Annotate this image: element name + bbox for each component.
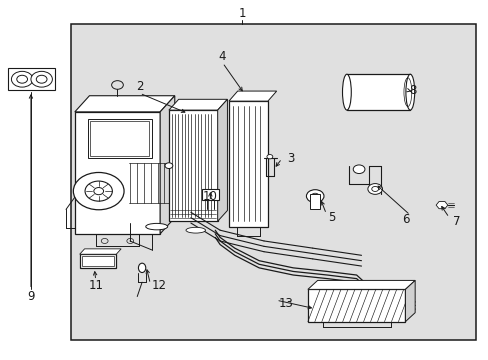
Polygon shape — [75, 96, 174, 112]
Text: 6: 6 — [401, 213, 408, 226]
Text: 11: 11 — [88, 279, 103, 292]
Text: 9: 9 — [27, 290, 35, 303]
Ellipse shape — [405, 74, 414, 110]
Circle shape — [266, 154, 272, 159]
Ellipse shape — [145, 224, 167, 230]
Text: 2: 2 — [136, 80, 143, 93]
Polygon shape — [228, 91, 276, 101]
Bar — [80, 254, 116, 268]
Text: 5: 5 — [328, 211, 335, 224]
Bar — [90, 121, 149, 156]
Polygon shape — [307, 280, 414, 289]
Polygon shape — [80, 249, 121, 254]
Ellipse shape — [342, 74, 350, 110]
Bar — [75, 112, 160, 234]
Text: 3: 3 — [286, 152, 294, 165]
Polygon shape — [217, 99, 227, 221]
Circle shape — [164, 163, 172, 168]
Circle shape — [352, 165, 364, 174]
Text: 1: 1 — [238, 7, 245, 20]
Ellipse shape — [138, 263, 145, 273]
Text: 8: 8 — [408, 84, 416, 97]
Circle shape — [31, 71, 52, 87]
Bar — [87, 119, 151, 158]
Bar — [7, 68, 55, 90]
Text: 13: 13 — [278, 297, 293, 310]
Polygon shape — [405, 280, 414, 321]
Circle shape — [367, 184, 382, 194]
Polygon shape — [168, 99, 227, 110]
Bar — [201, 189, 219, 200]
Text: 10: 10 — [203, 190, 217, 203]
Text: 7: 7 — [452, 215, 459, 228]
Circle shape — [73, 172, 124, 210]
Bar — [168, 110, 217, 221]
Bar — [346, 74, 409, 110]
Text: 12: 12 — [151, 279, 166, 292]
Polygon shape — [160, 96, 174, 234]
Circle shape — [306, 190, 324, 203]
Text: 4: 4 — [218, 50, 226, 63]
Bar — [307, 289, 405, 321]
Bar — [310, 194, 320, 209]
Bar — [82, 256, 114, 266]
Polygon shape — [435, 202, 447, 209]
Bar — [228, 101, 267, 226]
Bar — [71, 24, 475, 339]
Ellipse shape — [185, 227, 205, 233]
Circle shape — [11, 71, 33, 87]
